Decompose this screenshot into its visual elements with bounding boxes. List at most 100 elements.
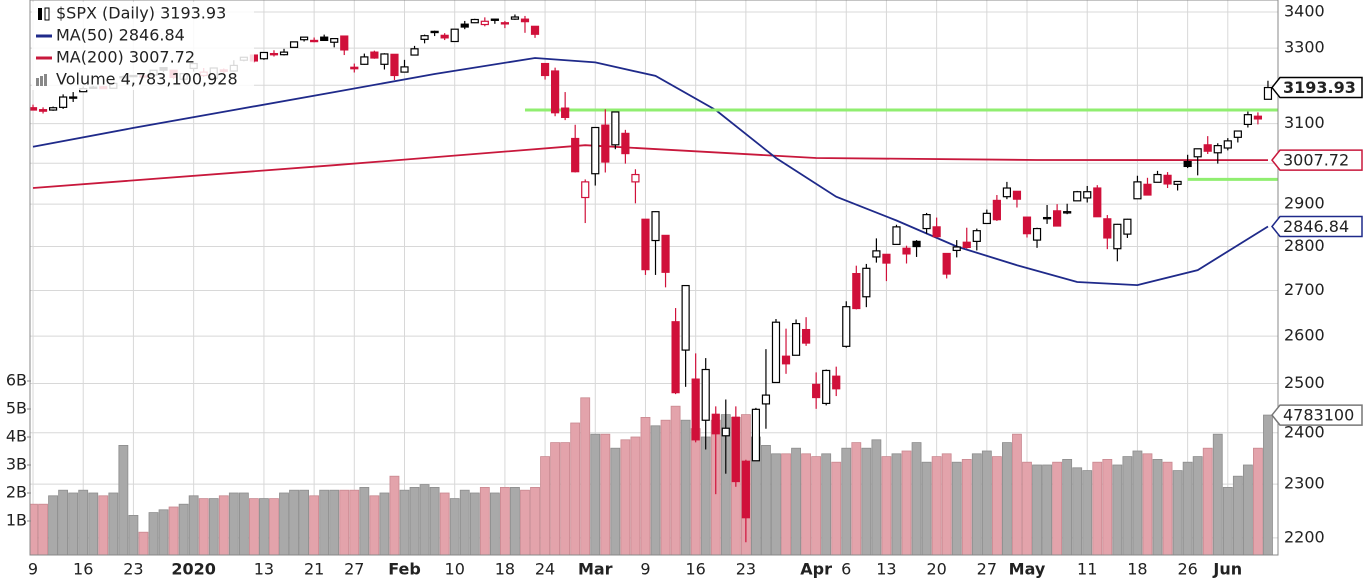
volume-bar	[761, 444, 771, 555]
volume-bar	[1092, 461, 1103, 555]
y-tick-label: 2300	[1284, 474, 1325, 493]
x-tick-label: 23	[123, 560, 143, 579]
x-tick-label: 24	[535, 560, 555, 579]
legend-icon	[36, 78, 39, 86]
volume-bar	[459, 489, 470, 555]
candle-body	[882, 253, 891, 264]
volume-bar	[1022, 461, 1032, 555]
volume-tick-label: 3B	[6, 455, 27, 474]
volume-bar	[690, 428, 701, 555]
candle-body	[320, 36, 329, 42]
y-tick-label: 2700	[1284, 280, 1325, 299]
volume-bar	[309, 495, 320, 555]
volume-bar	[238, 492, 249, 555]
volume-bar	[359, 486, 370, 555]
ma50-line	[32, 57, 1269, 287]
volume-bar	[851, 442, 862, 555]
volume-bar	[811, 456, 822, 555]
volume-bar	[188, 495, 199, 555]
volume-bar	[1052, 461, 1063, 555]
ma200-line	[32, 144, 1269, 189]
candle-body	[1173, 180, 1182, 185]
volume-bar	[1062, 458, 1073, 555]
candle-body	[1163, 174, 1172, 185]
volume-bar	[78, 489, 89, 555]
candle-body	[641, 218, 650, 271]
plot-frame	[29, 0, 1279, 556]
volume-bar	[630, 436, 641, 555]
candle-body	[761, 394, 771, 405]
volume-bar	[379, 492, 390, 555]
x-tick-label: 13	[876, 560, 896, 579]
candle-body	[852, 272, 861, 310]
volume-bar	[469, 492, 480, 555]
volume-bar	[520, 489, 530, 555]
volume-tick-label: 2B	[6, 483, 27, 502]
price-tag-box	[1271, 149, 1363, 171]
legend-label: $SPX (Daily) 3193.93	[56, 4, 226, 23]
volume-bar	[198, 498, 209, 555]
candle-body	[812, 383, 821, 399]
candle-body	[621, 132, 630, 155]
volume-bar	[600, 433, 611, 555]
candle-body	[581, 181, 590, 199]
volume-bar	[580, 397, 591, 555]
candle-body	[741, 460, 750, 519]
legend-box	[32, 2, 254, 90]
x-tick-label: Apr	[800, 560, 832, 579]
volume-bar	[1012, 433, 1022, 555]
volume-bar	[208, 498, 219, 555]
candle-body	[69, 96, 78, 99]
volume-bar	[610, 447, 621, 555]
candle-body	[551, 70, 560, 114]
candle-body	[701, 368, 710, 421]
candle-body	[1203, 144, 1212, 152]
candle-body	[771, 321, 781, 384]
y-tick-label: 2600	[1284, 326, 1325, 345]
candle-body	[38, 109, 48, 112]
x-tick-label: 10	[445, 560, 465, 579]
volume-bar	[570, 422, 581, 555]
x-tick-label: 26	[1177, 560, 1197, 579]
volume-bar	[1132, 450, 1143, 555]
volume-bar	[871, 439, 882, 555]
volume-bar	[1222, 486, 1233, 555]
candle-body	[711, 413, 720, 435]
candle-body	[430, 30, 439, 34]
volume-bar	[700, 436, 711, 555]
volume-bar	[108, 492, 119, 555]
candle-body	[822, 369, 831, 405]
price-tag-box	[1271, 404, 1363, 426]
volume-bar	[881, 456, 892, 555]
volume-bar	[560, 442, 571, 555]
x-tick-label: 23	[736, 560, 756, 579]
volume-bar	[1072, 467, 1083, 555]
candle-body	[681, 284, 690, 351]
candle-body	[731, 416, 740, 483]
legend-icon	[44, 74, 47, 86]
candle-body	[1042, 216, 1052, 220]
volume-bar	[429, 486, 440, 555]
candle-body	[1103, 218, 1112, 239]
candle-body	[470, 18, 479, 24]
volume-bar	[48, 495, 58, 555]
volume-bar	[821, 453, 832, 555]
volume-bar	[951, 461, 962, 555]
candle-body	[30, 107, 38, 111]
candle-body	[691, 378, 700, 441]
y-tick-label: 2500	[1284, 373, 1325, 392]
candle-body	[1083, 191, 1092, 199]
volume-bar	[1232, 475, 1243, 555]
volume-bar	[841, 447, 852, 555]
x-tick-label: 2020	[171, 560, 216, 579]
volume-bar	[269, 498, 279, 555]
legend-label: Volume 4,783,100,928	[56, 70, 238, 89]
candle-body	[420, 35, 429, 40]
candle-body	[651, 211, 660, 242]
volume-bar	[801, 453, 812, 555]
candle-body	[370, 51, 379, 59]
y-tick-label: 3100	[1284, 113, 1325, 132]
candle-body	[259, 51, 269, 60]
candle-body	[460, 23, 469, 28]
volume-bar	[339, 489, 350, 555]
